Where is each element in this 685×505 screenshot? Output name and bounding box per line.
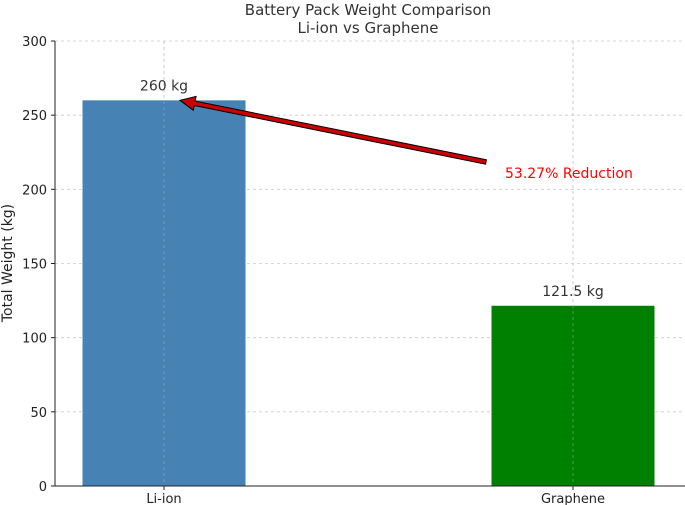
bars: [82, 41, 655, 486]
annotation-text: 53.27% Reduction: [505, 166, 633, 182]
axes: 0 50 100 150 200 250 300 Li-ion Graphene: [22, 35, 685, 505]
data-label: 121.5 kg: [542, 284, 604, 300]
y-tick-label: 100: [22, 332, 47, 347]
y-tick-label: 250: [22, 109, 47, 124]
y-tick-label: 150: [22, 258, 47, 273]
x-tick-label: Li-ion: [146, 492, 181, 505]
data-label: 260 kg: [140, 78, 188, 94]
chart-title: Battery Pack Weight Comparison: [245, 1, 491, 19]
y-axis-label: Total Weight (kg): [0, 204, 16, 323]
annotation: 53.27% Reduction: [178, 95, 633, 182]
y-tick-label: 300: [22, 35, 47, 50]
annotation-arrow: [178, 95, 487, 165]
y-tick-label: 0: [39, 480, 47, 495]
chart-subtitle: Li-ion vs Graphene: [298, 19, 439, 37]
data-labels: 260 kg 121.5 kg: [140, 78, 604, 299]
x-tick-label: Graphene: [541, 492, 605, 505]
y-tick-label: 50: [30, 406, 47, 421]
y-tick-label: 200: [22, 183, 47, 198]
